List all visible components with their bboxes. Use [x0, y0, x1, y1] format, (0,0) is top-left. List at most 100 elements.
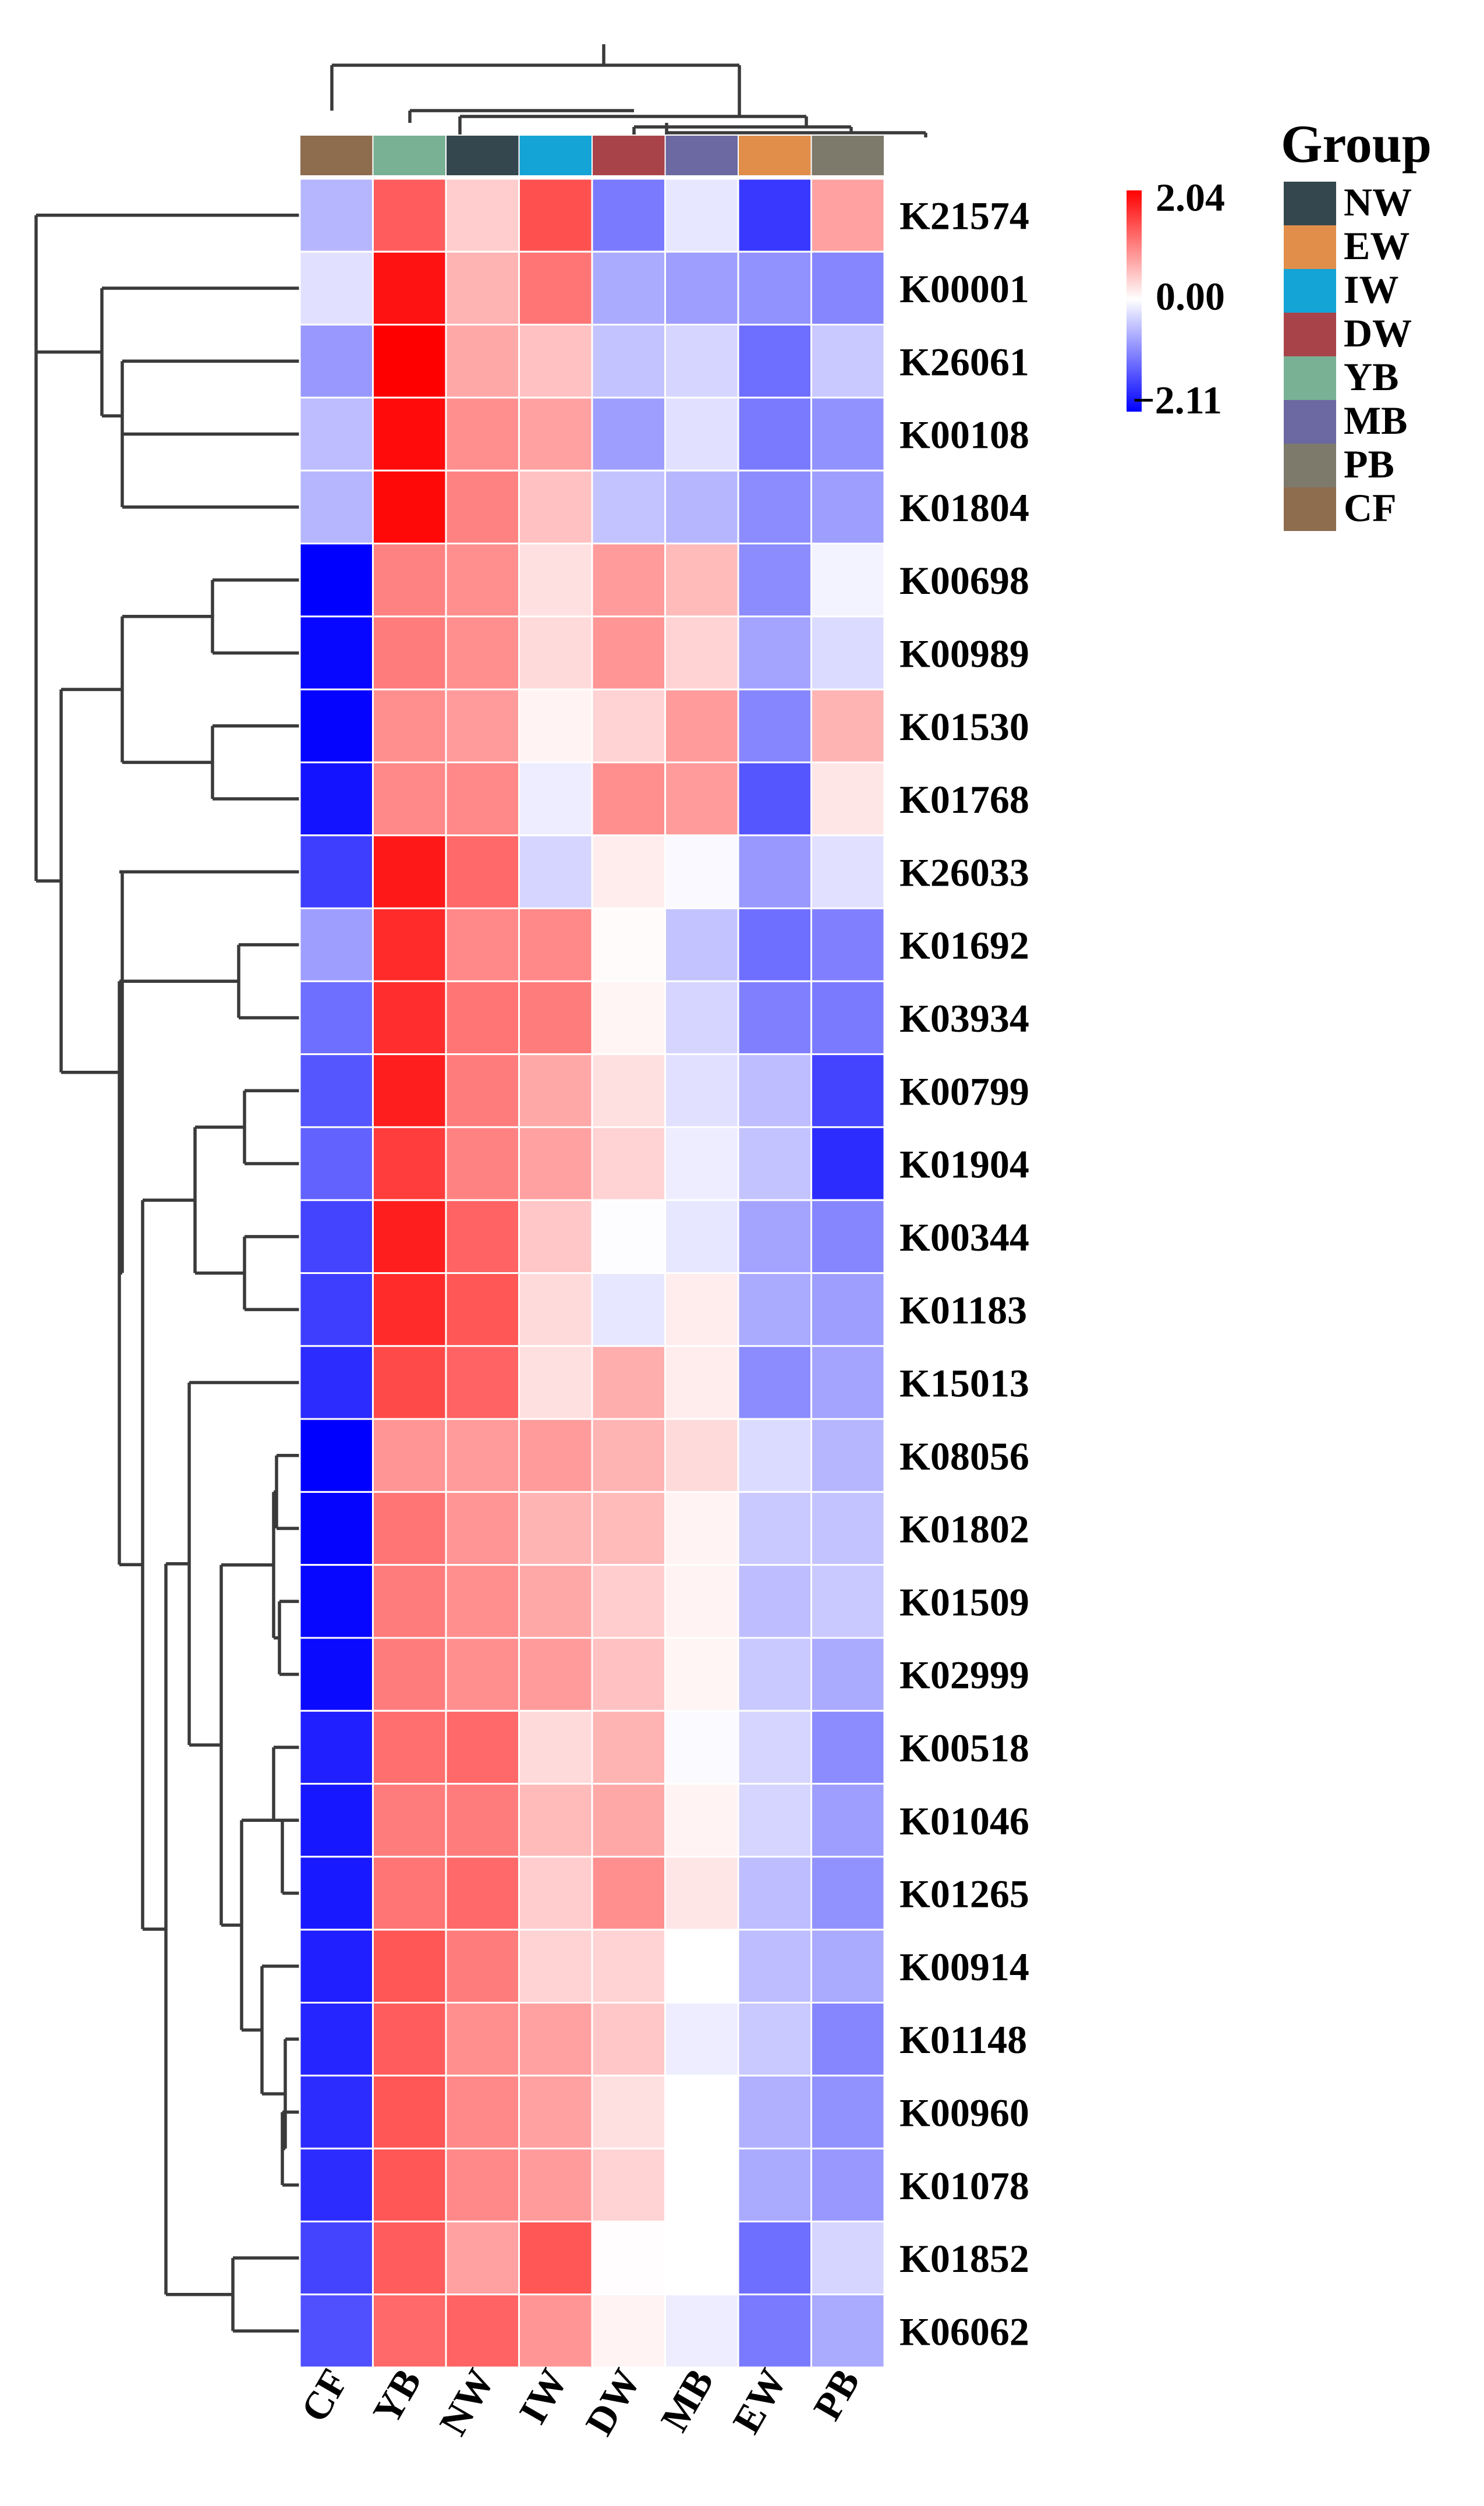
legend-swatch-iw [1284, 269, 1336, 313]
heatmap-cell-k01692-cf [299, 907, 374, 982]
legend-swatch-pb [1284, 444, 1336, 487]
row-label-k15013: K15013 [899, 1361, 1029, 1405]
heatmap-cell-k03934-cf [299, 980, 374, 1056]
row-label-k01078: K01078 [899, 2164, 1029, 2208]
heatmap-cell-k26033-cf [299, 834, 374, 909]
row-label-k01530: K01530 [899, 705, 1029, 749]
heatmap-cell-k01509-iw [518, 1564, 593, 1639]
heatmap-cell-k01804-nw [445, 469, 520, 545]
heatmap-cell-k01852-pb [810, 2220, 886, 2296]
heatmap-cell-k01078-nw [445, 2147, 520, 2222]
heatmap-cell-k00989-ew [737, 615, 812, 691]
heatmap-cell-k00108-ew [737, 397, 812, 472]
heatmap-cell-k00108-nw [445, 397, 520, 472]
heatmap-cell-k01148-mb [664, 2002, 739, 2077]
heatmap-cell-k01802-mb [664, 1491, 739, 1566]
heatmap-cell-k21574-cf [299, 178, 374, 253]
heatmap-cell-k03934-iw [518, 980, 593, 1056]
heatmap-cell-k00518-mb [664, 1709, 739, 1785]
heatmap-cell-k00518-pb [810, 1709, 886, 1785]
heatmap-cell-k01768-iw [518, 761, 593, 837]
legend-title: Group [1281, 114, 1432, 174]
heatmap-cell-k01183-mb [664, 1272, 739, 1347]
heatmap-cell-k06062-dw [591, 2293, 666, 2369]
heatmap-cell-k01078-ew [737, 2147, 812, 2222]
colorbar-max-label: 2.04 [1156, 175, 1225, 220]
heatmap-cell-k01530-ew [737, 688, 812, 763]
heatmap-cell-k01804-mb [664, 469, 739, 545]
heatmap-cell-k02999-nw [445, 1637, 520, 1712]
heatmap-cell-k06062-iw [518, 2293, 593, 2369]
heatmap-cell-k01692-ew [737, 907, 812, 982]
row-label-k01046: K01046 [899, 1799, 1029, 1843]
heatmap-cell-k06062-cf [299, 2293, 374, 2369]
heatmap-cell-k08056-nw [445, 1418, 520, 1493]
column-label-mb: MB [652, 2362, 722, 2439]
heatmap-cell-k02999-iw [518, 1637, 593, 1712]
heatmap-cell-k06062-yb [372, 2293, 447, 2369]
heatmap-cell-k26033-yb [372, 834, 447, 909]
heatmap-cell-k26061-nw [445, 324, 520, 399]
annotation-cell-yb [372, 134, 447, 176]
heatmap-cell-k00698-dw [591, 543, 666, 618]
row-label-k08056: K08056 [899, 1434, 1029, 1478]
heatmap-cell-k00914-dw [591, 1928, 666, 2004]
heatmap-cell-k01046-cf [299, 1783, 374, 1858]
heatmap-cell-k01148-pb [810, 2002, 886, 2077]
colorbar-gradient [1127, 190, 1142, 412]
row-label-k01692: K01692 [899, 923, 1029, 968]
row-dendrogram [34, 213, 300, 2333]
heatmap-cell-k01530-mb [664, 688, 739, 763]
heatmap-cell-k01852-cf [299, 2220, 374, 2296]
heatmap-cell-k01530-pb [810, 688, 886, 763]
annotation-cell-cf [299, 134, 374, 176]
heatmap-cell-k01078-cf [299, 2147, 374, 2222]
heatmap-cell-k01046-ew [737, 1783, 812, 1858]
heatmap-cell-k01148-yb [372, 2002, 447, 2077]
heatmap-cell-k00518-nw [445, 1709, 520, 1785]
heatmap-cell-k00001-mb [664, 250, 739, 326]
heatmap-cell-k01804-pb [810, 469, 886, 545]
heatmap-cell-k01802-pb [810, 1491, 886, 1566]
row-label-k21574: K21574 [899, 194, 1029, 238]
heatmap-cell-k21574-mb [664, 178, 739, 253]
heatmap-cell-k00799-ew [737, 1053, 812, 1128]
annotation-cell-dw [592, 134, 666, 176]
heatmap-cell-k01852-dw [591, 2220, 666, 2296]
heatmap-cell-k01768-dw [591, 761, 666, 837]
heatmap-cell-k01265-iw [518, 1856, 593, 1931]
heatmap-cell-k01509-mb [664, 1564, 739, 1639]
colorbar-mid-label: 0.00 [1156, 274, 1225, 318]
heatmap-cell-k01148-nw [445, 2002, 520, 2077]
heatmap-cell-k01530-yb [372, 688, 447, 763]
heatmap-cell-k01183-dw [591, 1272, 666, 1347]
heatmap-cell-k01148-cf [299, 2002, 374, 2077]
group-annotation-bar [299, 134, 885, 176]
row-label-k01148: K01148 [899, 2017, 1027, 2062]
heatmap-cell-k01509-cf [299, 1564, 374, 1639]
legend-label-iw: IW [1344, 267, 1398, 312]
heatmap-cell-k00989-cf [299, 615, 374, 691]
heatmap-cell-k00344-pb [810, 1199, 886, 1274]
heatmap-cell-k01265-nw [445, 1856, 520, 1931]
heatmap-cell-k00960-cf [299, 2075, 374, 2150]
heatmap-cell-k01768-nw [445, 761, 520, 837]
heatmap-cell-k01148-dw [591, 2002, 666, 2077]
row-labels: K21574 K00001 K26061 K00108 K01804 K00698 K009… [899, 194, 1029, 2354]
heatmap-cell-k06062-pb [810, 2293, 886, 2369]
heatmap-cell-k00001-yb [372, 250, 447, 326]
heatmap-cell-k02999-dw [591, 1637, 666, 1712]
heatmap-cell-k00989-yb [372, 615, 447, 691]
heatmap-cell-k01078-dw [591, 2147, 666, 2222]
row-label-k01509: K01509 [899, 1580, 1029, 1624]
heatmap-cell-k00914-mb [664, 1928, 739, 2004]
heatmap-cell-k08056-mb [664, 1418, 739, 1493]
heatmap-cell-k01509-pb [810, 1564, 886, 1639]
legend-swatch-mb [1284, 400, 1336, 444]
heatmap-cell-k01802-ew [737, 1491, 812, 1566]
heatmap-cell-k00914-cf [299, 1928, 374, 2004]
heatmap-cell-k00960-dw [591, 2075, 666, 2150]
heatmap-cell-k01078-yb [372, 2147, 447, 2222]
heatmap-cell-k01265-yb [372, 1856, 447, 1931]
